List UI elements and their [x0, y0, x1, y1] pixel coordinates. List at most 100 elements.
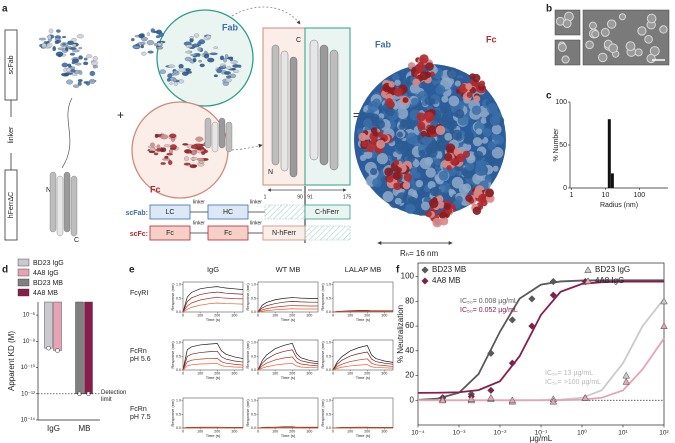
absent-region [304, 225, 351, 241]
fc-domain [160, 134, 169, 140]
cage-fc-atom [418, 61, 424, 68]
fab-domain [41, 43, 47, 49]
cage-fc-atom [466, 92, 473, 98]
cage-fab-label: Fab [375, 39, 392, 49]
ferritin-helix [56, 175, 64, 237]
y-tick-label: 1.0 [326, 283, 331, 287]
cage-fc-atom [425, 210, 432, 218]
x-tick-label: 0 [257, 371, 259, 375]
fab-domain [209, 52, 218, 56]
y-tick-label: 0.5 [251, 296, 256, 300]
data-point [549, 291, 557, 299]
fab-domain [52, 46, 57, 52]
cage-atom [484, 175, 493, 183]
cage-fc-atom [427, 125, 438, 135]
data-point [549, 277, 557, 286]
ferritin-helix [329, 49, 339, 171]
radius-label: Rₕ= 16 nm [400, 249, 438, 258]
cage-fc-atom [472, 206, 482, 216]
row-label: scFc: [130, 231, 148, 238]
fab-domain [184, 56, 192, 62]
data-point [660, 297, 668, 305]
ferritin-helix [319, 44, 329, 166]
fab-domain [72, 73, 78, 76]
x-tick-label: 10² [659, 430, 669, 437]
fab-domain [58, 53, 62, 58]
cage-atom [409, 83, 420, 94]
fab-domain [226, 75, 232, 79]
cage-fc-atom [416, 112, 426, 122]
y-tick-label: 100 [401, 272, 415, 281]
cage-fc-atom [446, 147, 454, 154]
x-tick-label: 300 [231, 371, 237, 375]
fab-domain [224, 54, 229, 59]
cage-atom [491, 147, 504, 159]
cage-atom [434, 158, 441, 166]
fab-domain [69, 52, 76, 56]
particle [659, 25, 668, 34]
ferritin-helix [309, 39, 319, 161]
fc-domain [182, 143, 189, 146]
terminus: C [296, 37, 301, 44]
particle [606, 19, 617, 29]
plot-frame [182, 281, 244, 313]
fab-domain [178, 63, 184, 69]
fab-domain [199, 63, 205, 68]
particle [561, 55, 570, 64]
cage-fc-atom [420, 130, 427, 137]
cage-fc-atom [386, 175, 394, 183]
cage-atom [462, 183, 472, 192]
x-tick-label: 200 [289, 429, 295, 433]
fab-domain [158, 32, 164, 37]
y-tick-label: 10⁻¹⁴ [21, 417, 36, 424]
cage-atom [392, 73, 400, 81]
fc-domain [197, 157, 205, 161]
fab-domain [90, 61, 98, 66]
x-tick-label: 100 [197, 429, 203, 433]
cage-fc-atom [392, 171, 402, 180]
legend-swatch [17, 278, 30, 287]
fab-domain [156, 46, 164, 49]
cage-atom [482, 128, 492, 137]
fc-domain [184, 156, 190, 162]
cage-atom [367, 101, 379, 113]
fab-domain [169, 82, 173, 85]
cage-atom [462, 132, 475, 145]
bar-point [46, 345, 51, 351]
bar [75, 301, 84, 394]
sensorgram-line [257, 356, 319, 371]
sensorgram-line [257, 301, 318, 313]
x-tick-label: 10¹ [618, 430, 628, 437]
cage-atom [394, 79, 401, 86]
fab-domain [140, 44, 144, 49]
y-tick-label: 1.0 [176, 341, 181, 345]
bar [44, 301, 53, 349]
fab-domain [65, 47, 69, 52]
fab-domain [132, 45, 140, 49]
bar [607, 119, 611, 188]
cage-atom [363, 150, 373, 159]
y-tick-label: 1.0 [326, 399, 331, 403]
fab-domain [72, 49, 80, 53]
x-tick-label: 300 [381, 371, 387, 375]
y-tick-label: 10⁻⁶ [23, 312, 36, 319]
ic50-annotation: IC₅₀= 0.052 µg/mL [460, 307, 518, 314]
fab-domain [67, 63, 72, 67]
legend-swatch [17, 288, 30, 297]
ferritin-helix [218, 117, 226, 149]
fab-domain [197, 41, 202, 46]
legend-marker [584, 277, 592, 284]
row-label: FcRn pH 5.6 [130, 348, 151, 363]
fab-domain [83, 61, 89, 66]
cage-fc-label: Fc [486, 34, 497, 44]
fab-domain [62, 35, 67, 39]
ferritin-helix [289, 56, 298, 178]
y-tick-label: 0.5 [326, 412, 331, 416]
cage-atom [418, 149, 426, 157]
data-point [622, 371, 630, 379]
cage-atom [417, 90, 428, 101]
fab-domain [71, 37, 77, 42]
fc-domain [190, 157, 198, 161]
y-tick-label: 0.0 [176, 310, 181, 314]
